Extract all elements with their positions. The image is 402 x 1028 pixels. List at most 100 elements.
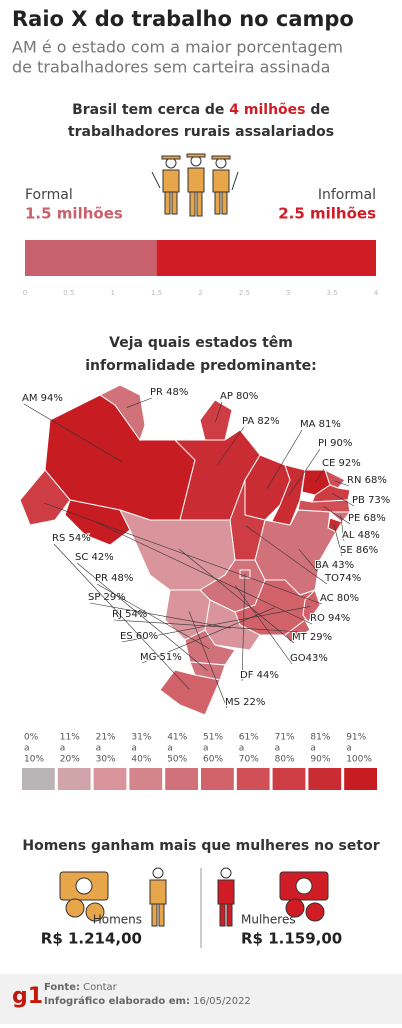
leader-line: [334, 480, 350, 487]
bar-segment: [156, 240, 376, 276]
salary-label: Homens: [93, 913, 142, 927]
state-label: PR 48%: [150, 387, 188, 398]
state-label: RN 68%: [347, 475, 387, 486]
date-value: 16/05/2022: [193, 996, 251, 1007]
map-title: Veja quais estados têm: [109, 335, 293, 351]
x-tick-label: 3.5: [327, 289, 338, 297]
state-label: SC 42%: [75, 552, 114, 563]
leader-line: [298, 549, 318, 572]
source-label: Fonte:: [44, 982, 80, 993]
legend-to: 40%: [131, 755, 151, 765]
legend-from: 21%: [96, 733, 116, 743]
text: de: [306, 102, 330, 118]
legend-swatch: [272, 768, 306, 790]
x-tick-label: 2.5: [239, 289, 250, 297]
leader-line: [76, 562, 208, 671]
leader-line: [89, 602, 231, 629]
legend-joiner: a: [275, 744, 281, 754]
workers-icon: [151, 153, 239, 217]
text: Brasil tem cerca de: [72, 102, 229, 118]
state-label: MA 81%: [300, 419, 341, 430]
date: Infográfico elaborado em: 16/05/2022: [44, 995, 251, 1007]
state-label: MG 51%: [140, 652, 182, 663]
state-label: PE 68%: [348, 513, 386, 524]
legend-swatch: [308, 768, 342, 790]
value-label: 1.5 milhões: [25, 205, 123, 223]
state-label: PB 73%: [352, 495, 390, 506]
state-label: AC 80%: [320, 593, 359, 604]
legend-joiner: a: [203, 744, 209, 754]
legend-swatch: [201, 768, 234, 790]
footer: [0, 974, 402, 1024]
state: [302, 589, 321, 623]
x-tick-label: 4: [374, 289, 379, 297]
state-label: AL 48%: [342, 530, 380, 541]
legend-from: 71%: [275, 733, 295, 743]
x-tick-label: 1: [111, 289, 115, 297]
leader-line: [245, 525, 328, 585]
legend-swatch: [344, 768, 377, 790]
legend-to: 100%: [346, 755, 372, 765]
state-label: PR 48%: [95, 573, 133, 584]
salary-amount: R$ 1.159,00: [241, 930, 342, 948]
legend-from: 31%: [131, 733, 151, 743]
state-label: SE 86%: [340, 545, 378, 556]
leader-line: [121, 606, 311, 643]
legend-to: 30%: [96, 755, 116, 765]
legend-to: 60%: [203, 755, 223, 765]
state-label: GO43%: [290, 653, 328, 664]
state: [99, 384, 146, 442]
money-icon: [59, 867, 329, 927]
state-label: AM 94%: [22, 393, 63, 404]
legend-joiner: a: [131, 744, 137, 754]
source-value: Contar: [83, 982, 117, 993]
legend-joiner: a: [24, 744, 30, 754]
leader-line: [340, 515, 345, 542]
legend-swatch: [22, 768, 55, 790]
leader-line: [178, 548, 295, 644]
title: Raio X do trabalho no campo: [12, 7, 354, 31]
legend-joiner: a: [60, 744, 66, 754]
bar-title: Brasil tem cerca de 4 milhões de: [72, 102, 330, 118]
x-tick-label: 1.5: [151, 289, 162, 297]
leader-line: [288, 448, 321, 496]
logo: g1: [12, 984, 43, 1009]
legend-joiner: a: [346, 744, 352, 754]
leader-line: [215, 401, 223, 423]
subtitle: AM é o estado com a maior porcentagem: [12, 38, 343, 57]
legend-joiner: a: [310, 744, 316, 754]
map-title: informalidade predominante:: [85, 358, 317, 374]
leader-line: [322, 505, 351, 525]
leader-line: [332, 493, 355, 507]
state-label: RO 94%: [310, 613, 350, 624]
state-label: AP 80%: [220, 391, 258, 402]
state-label: BA 43%: [315, 560, 354, 571]
legend-to: 20%: [60, 755, 80, 765]
legend-from: 41%: [167, 733, 187, 743]
state: [119, 509, 236, 591]
legend-label: Formal: [25, 187, 73, 203]
bar-title: trabalhadores rurais assalariados: [68, 124, 334, 140]
leader-line: [188, 611, 228, 709]
state-label: PA 82%: [242, 416, 280, 427]
state-label: SP 29%: [88, 592, 126, 603]
value-label: 2.5 milhões: [278, 205, 376, 223]
legend-from: 0%: [24, 733, 39, 743]
x-tick-label: 2: [198, 289, 202, 297]
leader-line: [96, 522, 313, 625]
state: [159, 669, 221, 716]
leader-line: [315, 468, 325, 483]
bar-segment: [25, 240, 157, 276]
x-tick-label: 0.5: [63, 289, 74, 297]
leader-line: [126, 397, 153, 408]
state-label: PI 90%: [318, 438, 352, 449]
legend-from: 91%: [346, 733, 366, 743]
subtitle: de trabalhadores sem carteira assinada: [12, 58, 330, 77]
x-tick-label: 0: [23, 289, 27, 297]
legend-from: 81%: [310, 733, 330, 743]
legend-from: 11%: [60, 733, 80, 743]
state-label: RJ 54%: [112, 609, 147, 620]
state-label: DF 44%: [240, 670, 279, 681]
